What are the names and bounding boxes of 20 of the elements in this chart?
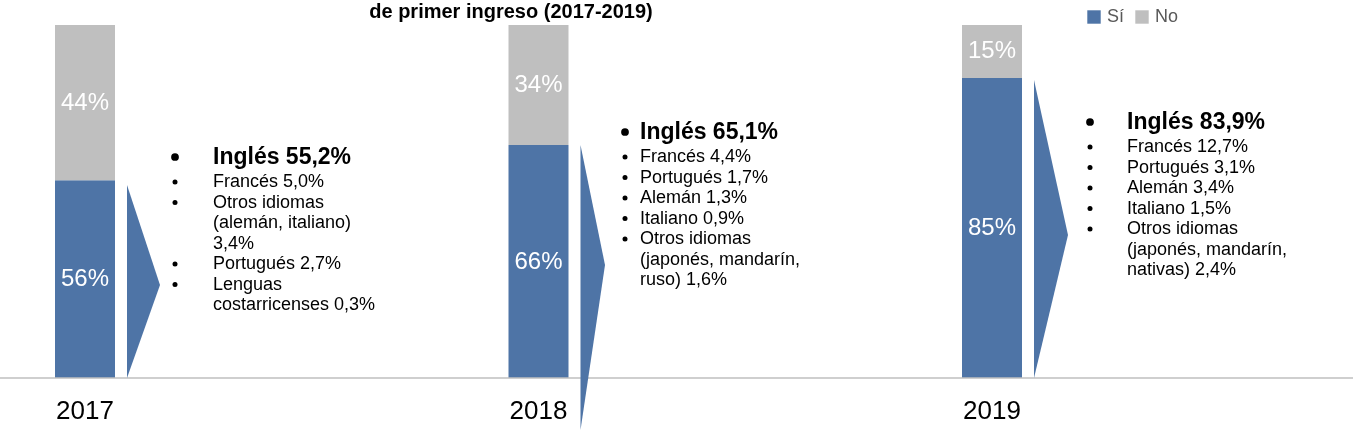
annotation: Inglés 65,1% Francés 4,4% Portugués 1,7% Alemán 1,3% Italiano 0,9% Otros idiomas (japonés, mandarín, ruso) 1,6% (640, 118, 801, 289)
chart-title: de primer ingreso (2017-2019) (369, 0, 653, 22)
data-label: 85% (967, 212, 1017, 240)
bar (508, 25, 569, 146)
annotation: Inglés 55,2% Francés 5,0% Otros idiomas (alemán, italiano) 3,4% Portugués 2,7% Lenguas costarricenses 0,3% (213, 143, 376, 314)
data-label: 56% (60, 264, 110, 292)
data-label: 15% (967, 36, 1017, 64)
bar (508, 145, 569, 378)
data-label: 34% (514, 70, 563, 98)
x-tick-label: 2019 (963, 395, 1021, 425)
legend-label: Sí (1107, 6, 1125, 26)
annotation: Inglés 83,9% Francés 12,7% Portugués 3,1% Alemán 3,4% Italiano 1,5% Otros idiomas (japonés, mandarín, nativas) 2,4% (1127, 108, 1288, 279)
bar (55, 25, 115, 181)
bar (55, 180, 115, 378)
bar (962, 77, 1022, 378)
data-label: 66% (514, 246, 563, 274)
x-tick-label: 2018 (509, 395, 568, 425)
legend-label: No (1155, 6, 1179, 26)
x-tick-label: 2017 (56, 395, 114, 425)
data-label: 44% (60, 87, 110, 115)
